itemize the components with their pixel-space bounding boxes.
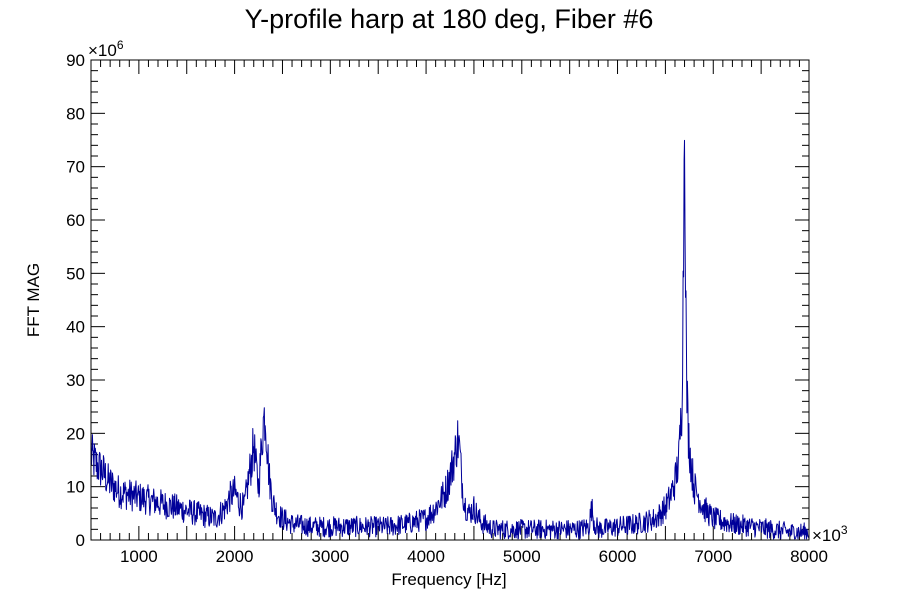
y-tick-label: 70	[66, 158, 85, 177]
x-multiplier-exponent: 3	[841, 523, 848, 537]
y-tick-label: 20	[66, 424, 85, 443]
x-multiplier-base: ×10	[812, 526, 841, 545]
x-tick-label: 4000	[407, 547, 445, 566]
y-tick-label: 40	[66, 318, 85, 337]
y-tick-label: 0	[76, 531, 85, 550]
y-multiplier-exponent: 6	[117, 38, 124, 52]
x-tick-label: 1000	[120, 547, 158, 566]
x-multiplier: ×103	[812, 523, 848, 545]
y-tick-label: 60	[66, 211, 85, 230]
y-axis-label: FFT MAG	[24, 263, 43, 337]
x-tick-label: 3000	[311, 547, 349, 566]
x-tick-label: 2000	[216, 547, 254, 566]
y-tick-label: 30	[66, 371, 85, 390]
plot-frame	[90, 59, 810, 541]
series-line	[90, 139, 810, 540]
y-multiplier-base: ×10	[88, 41, 117, 60]
chart-title: Y-profile harp at 180 deg, Fiber #6	[245, 4, 654, 34]
y-tick-label: 80	[66, 104, 85, 123]
x-tick-label: 8000	[790, 547, 828, 566]
x-tick-label: 7000	[694, 547, 732, 566]
y-multiplier: ×106	[88, 38, 124, 60]
y-tick-label: 50	[66, 264, 85, 283]
tick-labels: 1000 2000 3000 4000 5000 6000 7000 8000 0 10 20 30 4…	[66, 51, 828, 566]
x-tick-label: 5000	[503, 547, 541, 566]
x-axis-label: Frequency [Hz]	[391, 570, 506, 589]
x-tick-label: 6000	[599, 547, 637, 566]
y-tick-label: 90	[66, 51, 85, 70]
y-tick-label: 10	[66, 478, 85, 497]
